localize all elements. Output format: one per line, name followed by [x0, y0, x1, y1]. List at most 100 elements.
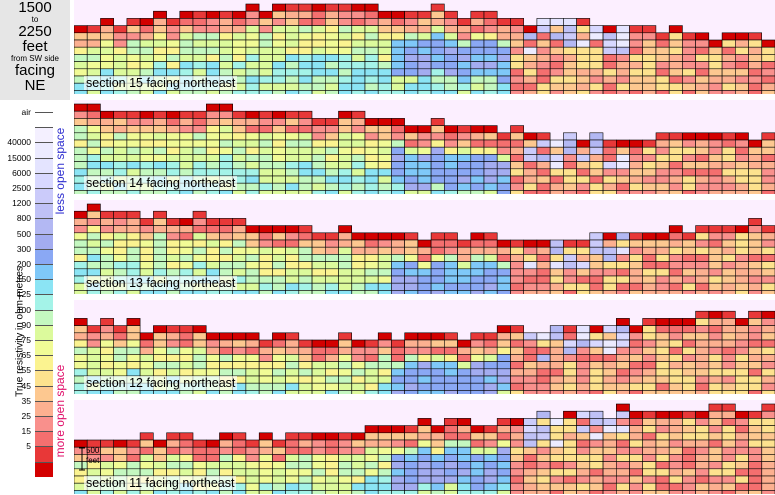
grid-cell: [655, 290, 670, 294]
grid-cell: [258, 146, 273, 155]
grid-cell: [655, 90, 670, 94]
grid-cell: [153, 18, 167, 26]
grid-cell: [139, 32, 154, 41]
grid-cell: [761, 39, 775, 48]
grid-cell: [430, 39, 445, 48]
grid-cell: [272, 290, 286, 294]
grid-cell: [536, 54, 551, 62]
grid-cell: [338, 182, 352, 191]
grid-cell: [126, 54, 141, 62]
grid-cell: [721, 354, 736, 362]
grid-cell: [325, 454, 339, 462]
grid-cell: [629, 190, 643, 194]
grid-cell: [417, 246, 432, 255]
grid-cell: [417, 461, 432, 470]
grid-cell: [523, 446, 538, 455]
grid-cell: [74, 90, 88, 94]
grid-cell: [470, 61, 485, 70]
grid-cell: [629, 461, 643, 470]
grid-cell: [272, 54, 286, 62]
grid-cell: [470, 10, 485, 19]
grid-cell: [272, 82, 286, 91]
grid-cell: [589, 268, 604, 277]
grid-cell: [682, 390, 696, 394]
grid-cell: [668, 132, 683, 141]
grid-cell: [443, 32, 458, 41]
grid-cell: [338, 118, 352, 126]
grid-cell: [86, 246, 101, 255]
grid-cell: [523, 161, 538, 170]
grid-cell: [510, 61, 524, 70]
grid-cell: [549, 190, 564, 194]
grid-cell: [153, 368, 167, 377]
grid-cell: [126, 254, 141, 262]
grid-cell: [602, 375, 617, 384]
grid-cell: [668, 46, 683, 55]
grid-cell: [761, 282, 775, 291]
grid-cell: [338, 246, 352, 255]
grid-cell: [74, 368, 88, 377]
grid-cell: [139, 261, 154, 270]
grid-cell: [391, 446, 405, 455]
grid-cell: [364, 390, 379, 394]
grid-cell: [668, 275, 683, 284]
grid-cell: [483, 68, 498, 77]
grid-cell: [338, 268, 352, 277]
grid-cell: [311, 254, 326, 262]
grid-cell: [86, 268, 101, 277]
grid-cell: [602, 254, 617, 262]
grid-cell: [536, 439, 551, 448]
grid-cell: [443, 90, 458, 94]
grid-cell: [364, 475, 379, 484]
grid-cell: [391, 139, 405, 148]
grid-cell: [364, 375, 379, 384]
grid-cell: [430, 275, 445, 284]
grid-cell: [443, 461, 458, 470]
grid-cell: [761, 475, 775, 484]
grid-cell: [510, 182, 524, 191]
grid-cell: [139, 61, 154, 70]
grid-cell: [457, 282, 472, 291]
grid-cell: [576, 146, 591, 155]
grid-cell: [748, 375, 762, 384]
grid-cell: [602, 282, 617, 291]
grid-cell: [721, 254, 736, 262]
grid-cell: [668, 254, 683, 262]
grid-cell: [655, 490, 670, 494]
grid-cell: [615, 182, 630, 191]
grid-cell: [682, 132, 696, 141]
grid-cell: [377, 90, 392, 94]
grid-cell: [589, 32, 604, 41]
grid-cell: [615, 32, 630, 41]
grid-cell: [377, 490, 392, 494]
grid-cell: [404, 239, 419, 248]
grid-cell: [496, 368, 511, 377]
grid-cell: [761, 382, 775, 391]
grid-cell: [100, 318, 114, 326]
grid-cell: [338, 354, 352, 362]
grid-cell: [325, 175, 339, 184]
grid-cell: [523, 246, 538, 255]
grid-cell: [272, 125, 286, 134]
grid-cell: [536, 346, 551, 355]
grid-cell: [113, 239, 128, 248]
grid-cell: [113, 454, 128, 462]
grid-cell: [668, 190, 683, 194]
grid-cell: [364, 232, 379, 241]
grid-cell: [589, 454, 604, 462]
grid-cell: [734, 375, 749, 384]
grid-cell: [430, 439, 445, 448]
legend: air 40000 15000 6000 2500 1200 800 500 300 200 150…: [0, 104, 72, 495]
grid-cell: [443, 82, 458, 91]
grid-cell: [126, 146, 141, 155]
grid-cell: [457, 61, 472, 70]
grid-cell: [510, 90, 524, 94]
grid-cell: [364, 468, 379, 477]
grid-cell: [245, 346, 260, 355]
grid-cell: [615, 254, 630, 262]
grid-cell: [549, 175, 564, 184]
grid-cell: [695, 61, 710, 70]
grid-cell: [668, 154, 683, 162]
grid-cell: [245, 18, 260, 26]
grid-cell: [695, 132, 710, 141]
